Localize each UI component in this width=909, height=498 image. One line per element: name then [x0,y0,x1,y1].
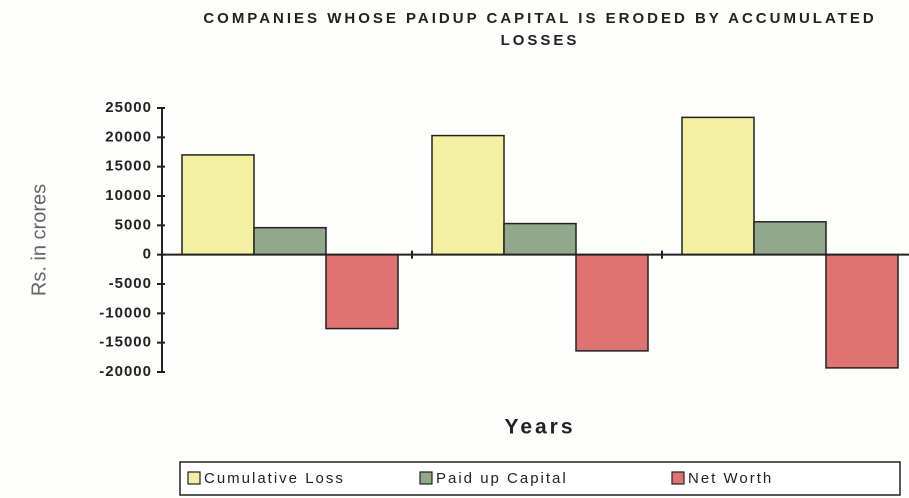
y-tick-label: -15000 [99,334,152,351]
y-tick-label: 5000 [115,216,152,233]
chart-title: COMPANIES WHOSE PAIDUP CAPITAL IS ERODED… [203,10,877,49]
x-axis-label: Years [504,416,575,439]
legend-swatch [671,471,685,485]
y-tick-label: -10000 [99,304,152,321]
y-tick-label: 20000 [105,128,152,145]
legend-swatch [419,471,433,485]
y-tick-label: -20000 [99,363,152,380]
legend-label: Net Worth [688,470,773,487]
bar [575,253,649,352]
bar [325,253,399,330]
legend-label: Cumulative Loss [204,470,345,487]
y-axis-label: Rs. in crores [28,184,50,296]
y-tick-label: -5000 [109,275,152,292]
y-tick-label: 15000 [105,158,152,175]
bar [181,154,255,256]
legend-label: Paid up Capital [436,470,568,487]
bar [681,116,755,256]
y-tick-label: 0 [143,246,152,263]
bar [253,226,327,256]
bar [825,253,899,369]
y-tick-label: 25000 [105,99,152,116]
y-tick-label: 10000 [105,187,152,204]
bar [503,222,577,256]
legend-swatch [187,471,201,485]
bar [431,134,505,256]
bar [753,221,827,256]
legend-box [179,461,901,496]
